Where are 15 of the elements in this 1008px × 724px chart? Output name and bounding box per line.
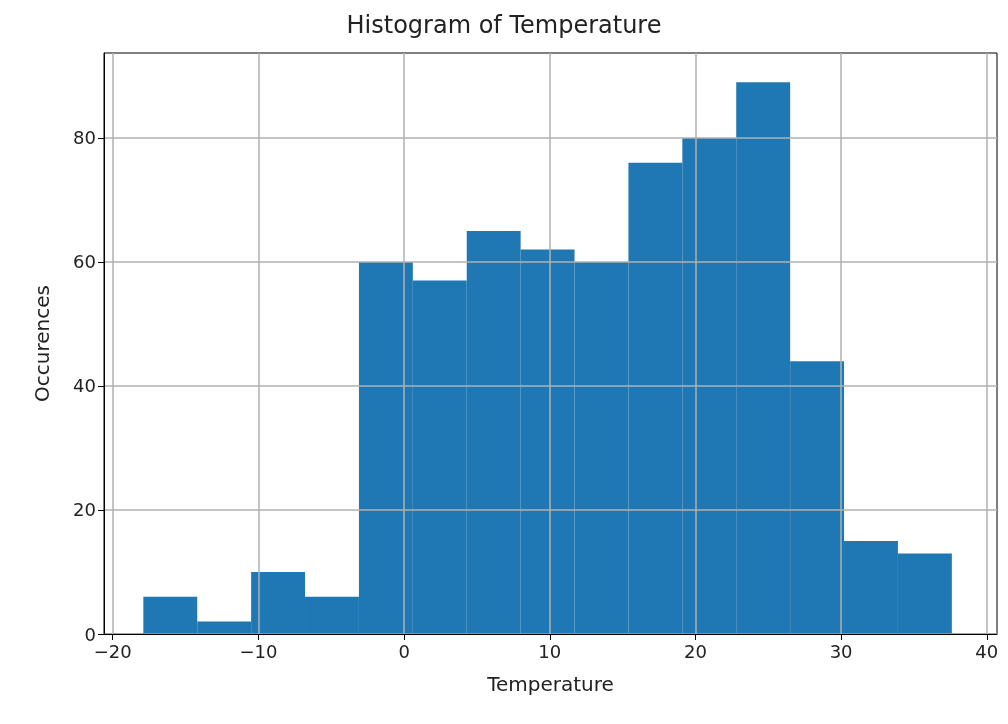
y-tick-label: 20	[73, 499, 96, 521]
y-tick-label: 80	[73, 127, 96, 149]
x-tick-label: 0	[398, 640, 410, 662]
x-axis-title: Temperature	[486, 672, 614, 696]
x-tick-label: −20	[93, 640, 132, 662]
chart-title: Histogram of Temperature	[346, 11, 662, 39]
x-tick-label: 30	[829, 640, 853, 662]
x-tick-label: 40	[975, 640, 999, 662]
x-tick-label: 10	[538, 640, 562, 662]
y-tick-label: 40	[73, 375, 96, 397]
y-tick-label: 60	[73, 251, 96, 273]
y-axis-title: Occurences	[30, 285, 54, 402]
y-tick-label: 0	[84, 623, 96, 645]
x-tick-label: −10	[239, 640, 278, 662]
x-tick-label: 20	[684, 640, 707, 662]
